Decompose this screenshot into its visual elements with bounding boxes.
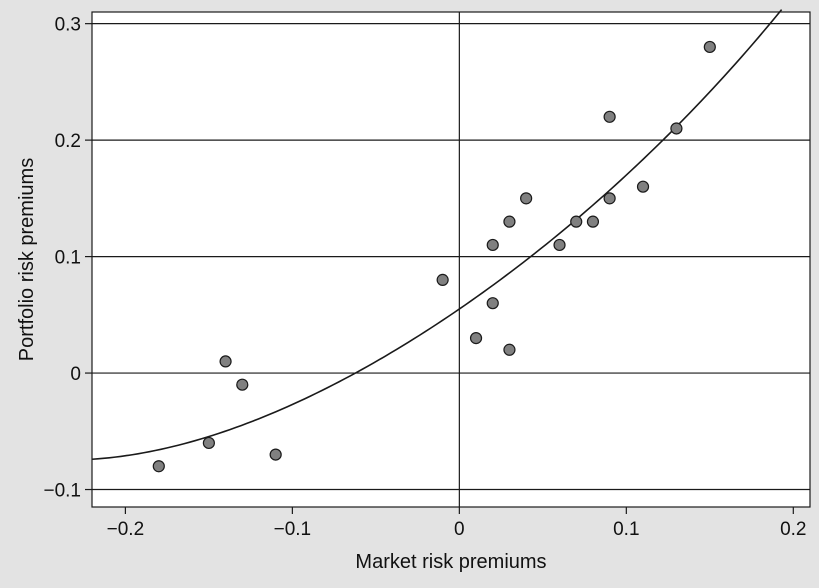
x-axis: −0.2 −0.1 0 0.1 0.2 [107, 507, 807, 540]
y-tick-label-4: 0.3 [55, 15, 81, 36]
grid-lines [92, 23, 810, 491]
data-point-18 [670, 122, 683, 135]
plot-area [92, 12, 810, 507]
y-tick-label-3: 0.2 [55, 131, 81, 152]
data-point-7 [486, 297, 499, 310]
zero-lines [92, 12, 810, 507]
data-point-6 [469, 332, 483, 345]
data-point-16 [603, 110, 616, 123]
x-tick-label-2: 0 [454, 519, 465, 540]
data-point-3 [236, 378, 249, 391]
data-point-2 [219, 355, 232, 368]
fit-curve-layer [91, 9, 783, 461]
data-point-13 [570, 215, 583, 228]
data-points [152, 40, 716, 473]
plot-frame [91, 11, 811, 508]
data-point-19 [703, 40, 716, 54]
x-tick-label-0: −0.2 [107, 519, 145, 540]
y-tick-label-2: 0.1 [55, 248, 81, 269]
data-point-9 [503, 343, 516, 356]
data-point-5 [436, 273, 449, 286]
data-point-1 [202, 436, 215, 450]
fit-curve [91, 9, 783, 461]
data-point-8 [486, 238, 499, 252]
y-axis: −0.1 0 0.1 0.2 0.3 [43, 15, 92, 502]
data-point-4 [269, 448, 282, 461]
data-point-12 [553, 238, 566, 252]
data-point-15 [603, 192, 616, 205]
y-axis-title: Portfolio risk premiums [16, 158, 38, 361]
y-tick-label-0: −0.1 [43, 481, 81, 502]
data-point-17 [636, 180, 650, 193]
y-tick-label-1: 0 [70, 364, 81, 385]
x-tick-label-4: 0.2 [780, 519, 806, 540]
data-point-10 [503, 215, 516, 228]
data-point-0 [152, 460, 165, 473]
x-tick-label-1: −0.1 [274, 519, 312, 540]
x-axis-title: Market risk premiums [355, 551, 546, 573]
data-point-11 [520, 192, 533, 205]
x-tick-label-3: 0.1 [613, 519, 639, 540]
data-point-14 [586, 215, 600, 228]
